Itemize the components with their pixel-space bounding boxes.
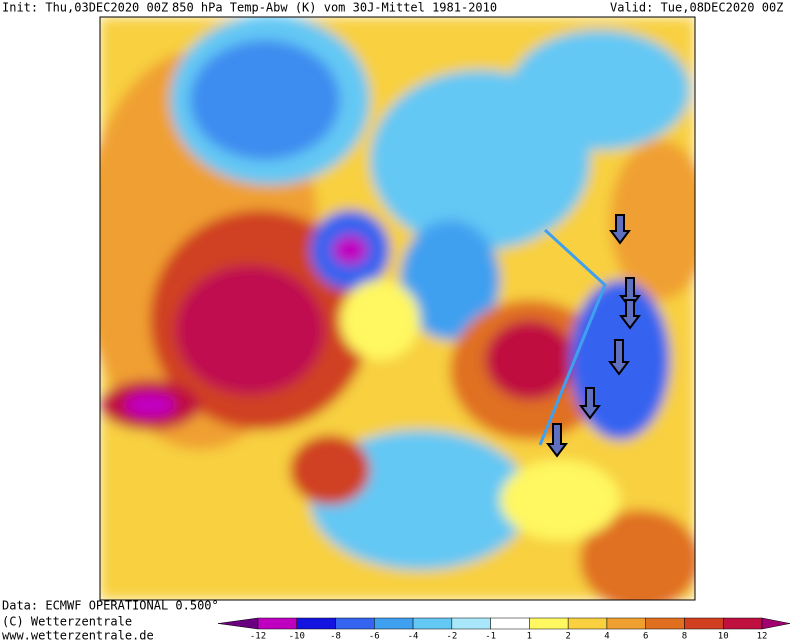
colorbar-segment: [451, 617, 491, 630]
colorbar-label: 12: [757, 632, 768, 642]
colorbar-label: -1: [485, 632, 496, 642]
colorbar-label: 1: [527, 632, 532, 642]
colorbar-label: -12: [250, 632, 266, 642]
colorbar-label: 4: [604, 632, 609, 642]
colorbar-label: -10: [289, 632, 305, 642]
valid-label: Valid: Tue,08DEC2020 00Z: [610, 1, 783, 15]
colorbar-segment: [335, 617, 375, 630]
colorbar-label: 2: [565, 632, 570, 642]
colorbar-end: [217, 617, 259, 630]
copyright: (C) Wetterzentrale: [2, 615, 132, 629]
map-title: 850 hPa Temp-Abw (K) vom 30J-Mittel 1981…: [172, 1, 497, 15]
website: www.wetterzentrale.de: [2, 629, 154, 642]
colorbar-segment: [645, 617, 685, 630]
colorbar-segment: [606, 617, 646, 630]
colorbar-segment: [257, 617, 298, 630]
colorbar-segment: [412, 617, 453, 630]
colorbar-segment: [529, 617, 569, 630]
colorbar-label: 8: [682, 632, 687, 642]
colorbar-label: -4: [408, 632, 419, 642]
data-source: Data: ECMWF OPERATIONAL 0.500°: [2, 599, 219, 613]
colorbar-label: -8: [330, 632, 341, 642]
colorbar-segment: [296, 617, 336, 630]
colorbar-label: 10: [718, 632, 729, 642]
init-label: Init: Thu,03DEC2020 00Z: [2, 1, 168, 15]
colorbar-segment: [567, 617, 608, 630]
colorbar-segment: [490, 617, 530, 630]
colorbar-segment: [684, 617, 724, 630]
colorbar-label: 6: [643, 632, 648, 642]
colorbar: -12 -10 -8 -6 -4 -2 -1 1 2 4 6 8 10 12: [217, 617, 791, 642]
colorbar-label: -6: [369, 632, 380, 642]
map: [99, 16, 696, 601]
colorbar-label: -2: [446, 632, 457, 642]
colorbar-end: [761, 617, 791, 630]
colorbar-segment: [722, 617, 763, 630]
colorbar-segment: [374, 617, 414, 630]
